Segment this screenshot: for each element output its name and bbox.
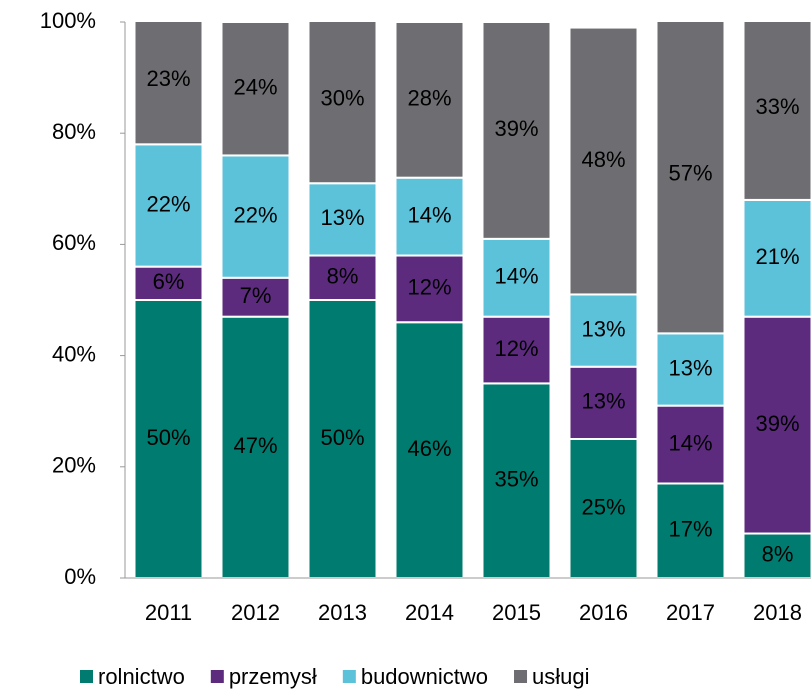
legend-swatch bbox=[80, 670, 93, 683]
x-tick-label: 2011 bbox=[145, 600, 192, 625]
data-label: 47% bbox=[233, 433, 277, 458]
bar-segment bbox=[394, 254, 465, 324]
bar-segment bbox=[655, 482, 726, 580]
bar-segment bbox=[394, 321, 465, 579]
bar-segment bbox=[481, 315, 552, 385]
data-label: 46% bbox=[407, 436, 451, 461]
bar-segment bbox=[394, 22, 465, 179]
data-label: 39% bbox=[755, 411, 799, 436]
bar-segment bbox=[742, 22, 811, 201]
data-label: 14% bbox=[668, 430, 712, 455]
bar-segment bbox=[133, 22, 204, 146]
data-label: 12% bbox=[407, 275, 451, 300]
data-label: 24% bbox=[233, 75, 277, 100]
data-label: 13% bbox=[581, 389, 625, 414]
data-label: 7% bbox=[240, 283, 272, 308]
bar-segment bbox=[568, 26, 639, 296]
bar-segment bbox=[742, 198, 811, 318]
legend-swatch bbox=[342, 670, 356, 683]
legend-label: usługi bbox=[532, 664, 589, 689]
data-label: 50% bbox=[320, 425, 364, 450]
legend-label: rolnictwo bbox=[98, 664, 185, 689]
data-label: 13% bbox=[581, 316, 625, 341]
y-tick-label: 100% bbox=[40, 8, 96, 33]
plot-area: 50% 6% 22% 23% 47% 7% 22% 24% 50% 8% 13% 30% 46% 12% 1… bbox=[133, 22, 811, 580]
data-label: 6% bbox=[153, 269, 185, 294]
bar-segment bbox=[655, 404, 726, 485]
data-label: 12% bbox=[494, 336, 538, 361]
data-label: 30% bbox=[320, 86, 364, 111]
bar-segment bbox=[481, 237, 552, 318]
y-tick-label: 80% bbox=[52, 119, 96, 144]
data-label: 17% bbox=[668, 517, 712, 542]
bar-segment bbox=[481, 382, 552, 579]
data-label: 22% bbox=[233, 202, 277, 227]
data-label: 13% bbox=[320, 205, 364, 230]
data-label: 8% bbox=[327, 264, 359, 289]
data-label: 22% bbox=[146, 191, 190, 216]
legend-swatch bbox=[514, 670, 528, 683]
legend-swatch bbox=[210, 670, 224, 683]
bar-segment bbox=[220, 154, 291, 279]
bar-segment bbox=[220, 276, 291, 318]
x-tick-label: 2016 bbox=[579, 600, 628, 625]
data-label: 48% bbox=[581, 147, 625, 172]
y-tick-label: 40% bbox=[52, 341, 96, 366]
x-tick-label: 2012 bbox=[231, 600, 280, 625]
x-tick-label: 2013 bbox=[318, 600, 367, 625]
x-tick-label: 2018 bbox=[753, 600, 802, 625]
bar-segment bbox=[220, 22, 291, 157]
bar-segment bbox=[133, 265, 204, 302]
bar-segment bbox=[655, 332, 726, 407]
data-label: 8% bbox=[762, 542, 794, 567]
data-label: 57% bbox=[668, 161, 712, 186]
bar-segment bbox=[307, 254, 378, 302]
bar-segment bbox=[568, 365, 639, 440]
bar-segment bbox=[307, 22, 378, 185]
x-tick-label: 2014 bbox=[405, 600, 454, 625]
legend-label: przemysł bbox=[229, 664, 317, 689]
data-label: 39% bbox=[494, 116, 538, 141]
bar-segment bbox=[568, 293, 639, 368]
data-label: 50% bbox=[146, 425, 190, 450]
data-label: 33% bbox=[755, 94, 799, 119]
data-label: 35% bbox=[494, 467, 538, 492]
data-label: 14% bbox=[407, 202, 451, 227]
x-tick-label: 2017 bbox=[666, 600, 715, 625]
legend-label: budownictwo bbox=[361, 664, 488, 689]
bar-segment bbox=[481, 22, 552, 240]
data-label: 13% bbox=[668, 355, 712, 380]
bar-segment bbox=[220, 315, 291, 579]
y-tick-label: 60% bbox=[52, 230, 96, 255]
data-label: 25% bbox=[581, 494, 625, 519]
y-tick-label: 20% bbox=[52, 453, 96, 478]
data-label: 14% bbox=[494, 264, 538, 289]
y-tick-label: 0% bbox=[64, 564, 96, 589]
x-tick-label: 2015 bbox=[492, 600, 541, 625]
data-label: 28% bbox=[407, 86, 451, 111]
bar-segment bbox=[133, 299, 204, 579]
data-label: 23% bbox=[146, 66, 190, 91]
data-label: 21% bbox=[755, 244, 799, 269]
bar-segment bbox=[655, 22, 726, 335]
bar-segment bbox=[307, 182, 378, 257]
bar-segment bbox=[394, 176, 465, 257]
